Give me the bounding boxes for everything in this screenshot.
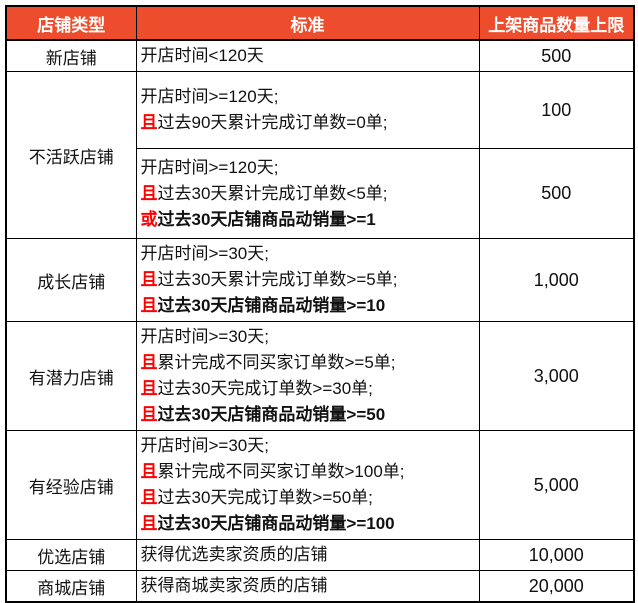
limit-cell: 100 <box>478 71 635 149</box>
shop-type-cell: 成长店铺 <box>5 238 137 322</box>
limit-cell: 5,000 <box>478 430 635 540</box>
shop-type-cell: 商城店铺 <box>5 570 137 603</box>
criteria-cell: 获得优选卖家资质的店铺 <box>135 539 480 571</box>
table-row: 有潜力店铺 开店时间>=30天; 且累计完成不同买家订单数>=5单; 且过去30天完成… <box>5 321 635 431</box>
criteria-line: 获得商城卖家资质的店铺 <box>140 576 328 595</box>
criteria-cell: 开店时间>=30天; 且累计完成不同买家订单数>100单; 且过去30天完成订单数>… <box>135 430 480 540</box>
criteria-line: 开店时间>=30天; <box>140 244 270 263</box>
criteria-cell: 获得商城卖家资质的店铺 <box>135 570 480 603</box>
table-row: 新店铺 开店时间<120天 500 <box>5 39 635 72</box>
table-row: 商城店铺 获得商城卖家资质的店铺 20,000 <box>5 570 635 603</box>
header-shop-type: 店铺类型 <box>5 5 137 41</box>
conjunction-label: 且 <box>140 296 158 315</box>
criteria-line: 且过去30天累计完成订单数>=5单; <box>140 270 398 289</box>
header-limit: 上架商品数量上限 <box>478 5 635 41</box>
criteria-cell: 开店时间>=120天; 且过去30天累计完成订单数<5单; 或过去30天店铺商品动销… <box>135 148 480 239</box>
limit-cell: 10,000 <box>478 539 635 571</box>
table-row: 成长店铺 开店时间>=30天; 且过去30天累计完成订单数>=5单; 且过去30天店铺… <box>5 238 635 322</box>
criteria-line: 且过去30天店铺商品动销量>=50 <box>140 405 386 424</box>
criteria-line: 且累计完成不同买家订单数>=5单; <box>140 353 396 372</box>
table-header-row: 店铺类型 标准 上架商品数量上限 <box>5 5 635 41</box>
table-row: 优选店铺 获得优选卖家资质的店铺 10,000 <box>5 539 635 571</box>
criteria-line: 且过去30天店铺商品动销量>=100 <box>140 514 395 533</box>
table-row: 开店时间>=120天; 且过去30天累计完成订单数<5单; 或过去30天店铺商品动销… <box>6 148 635 239</box>
criteria-line: 且过去30天累计完成订单数<5单; <box>140 183 388 203</box>
shop-type-cell: 有经验店铺 <box>5 430 137 540</box>
criteria-line: 开店时间>=120天; <box>140 87 279 106</box>
conjunction-label: 且 <box>140 183 158 203</box>
limit-cell: 3,000 <box>478 321 635 431</box>
conjunction-label: 且 <box>140 462 158 481</box>
shop-type-cell: 不活跃店铺 <box>5 71 137 239</box>
limit-cell: 500 <box>478 39 635 72</box>
conjunction-label: 且 <box>140 405 158 424</box>
criteria-line: 获得优选卖家资质的店铺 <box>140 545 328 564</box>
conjunction-label: 且 <box>140 270 158 289</box>
criteria-line: 且过去90天累计完成订单数=0单; <box>140 113 388 132</box>
limit-cell: 1,000 <box>478 238 635 322</box>
criteria-line: 且过去30天店铺商品动销量>=10 <box>140 296 386 315</box>
limit-cell: 20,000 <box>478 570 635 603</box>
conjunction-label: 且 <box>140 379 158 398</box>
table-body: 新店铺 开店时间<120天 500 不活跃店铺 开店时间>=120天; 且过去90天累计完… <box>5 39 635 603</box>
shop-type-cell: 优选店铺 <box>5 539 137 571</box>
shop-type-cell: 有潜力店铺 <box>5 321 137 431</box>
shop-type-cell: 新店铺 <box>5 39 137 72</box>
criteria-line: 且过去30天完成订单数>=50单; <box>140 488 373 507</box>
limit-cell: 500 <box>478 148 635 239</box>
criteria-line: 或过去30天店铺商品动销量>=1 <box>140 209 376 229</box>
conjunction-label: 或 <box>140 209 158 229</box>
conjunction-label: 且 <box>140 353 158 372</box>
criteria-line: 且过去30天完成订单数>=30单; <box>140 379 373 398</box>
criteria-line: 且累计完成不同买家订单数>100单; <box>140 462 405 481</box>
header-criteria: 标准 <box>135 5 480 41</box>
conjunction-label: 且 <box>140 113 158 132</box>
criteria-cell: 开店时间<120天 <box>135 39 480 72</box>
table-row: 不活跃店铺 开店时间>=120天; 且过去90天累计完成订单数=0单; 100 <box>5 71 635 239</box>
criteria-line: 开店时间>=120天; <box>140 157 279 177</box>
criteria-cell: 开店时间>=30天; 且累计完成不同买家订单数>=5单; 且过去30天完成订单数>=… <box>135 321 480 431</box>
criteria-cell: 开店时间>=30天; 且过去30天累计完成订单数>=5单; 且过去30天店铺商品动销… <box>135 238 480 322</box>
criteria-cell: 开店时间>=120天; 且过去90天累计完成订单数=0单; <box>135 71 480 149</box>
shop-tier-table: 店铺类型 标准 上架商品数量上限 新店铺 开店时间<120天 500 不活跃店铺 开店时… <box>5 5 635 603</box>
criteria-line: 开店时间<120天 <box>140 46 264 65</box>
criteria-line: 开店时间>=30天; <box>140 327 270 346</box>
table-row: 有经验店铺 开店时间>=30天; 且累计完成不同买家订单数>100单; 且过去30天完… <box>5 430 635 540</box>
conjunction-label: 且 <box>140 514 158 533</box>
criteria-line: 开店时间>=30天; <box>140 436 270 455</box>
conjunction-label: 且 <box>140 488 158 507</box>
